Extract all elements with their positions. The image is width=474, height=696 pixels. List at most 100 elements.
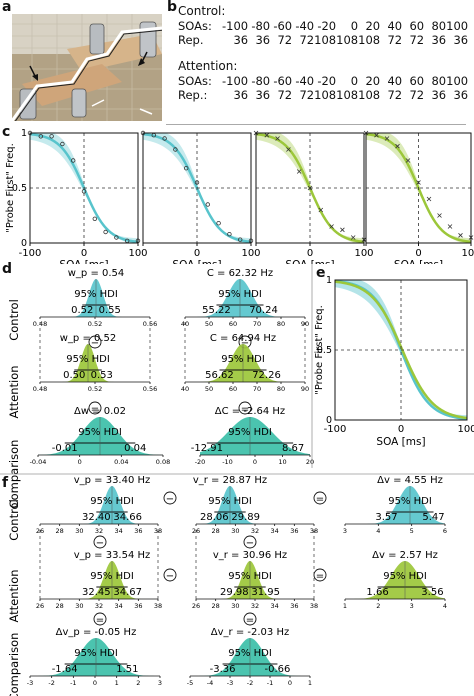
panel-label-b: b — [167, 0, 178, 15]
y-tick-label: 0 — [21, 238, 27, 249]
x-tick-label: 32 — [95, 527, 103, 535]
row-label: Attention — [7, 569, 21, 622]
posterior-title: Δw = 0.02 — [74, 406, 126, 417]
x-tick-label: 3 — [343, 527, 347, 535]
rep-label: Rep. — [178, 33, 204, 47]
posterior-title: C = 64.94 Hz — [210, 333, 276, 344]
x-tick-label: 0 — [307, 248, 313, 259]
x-tick-label: 30 — [231, 527, 239, 535]
x-tick-label: 26 — [192, 602, 200, 610]
hdi-label: 95% HDI — [228, 571, 272, 582]
posterior-density — [196, 486, 314, 524]
posterior-density — [40, 561, 158, 599]
attention-soa-row: SOAs: -100 -80 -60 -40 -20 0 20 40 60 80 100 — [178, 74, 468, 88]
x-tick-label: 32 — [251, 527, 259, 535]
equals-op-circle — [88, 401, 102, 415]
rep-value: 36 — [431, 33, 447, 47]
x-tick-label: 60 — [229, 320, 237, 328]
x-tick-label: 0 — [93, 679, 97, 687]
control-soa-row: SOAs: -100 -80 -60 -40 -20 0 20 40 60 80 100 — [178, 19, 468, 33]
data-point — [38, 134, 43, 139]
data-point — [286, 147, 291, 152]
equals-op-circle — [93, 612, 107, 626]
soa-value: -100 — [222, 19, 249, 33]
x-tick-label: 80 — [277, 320, 285, 328]
x-tick-label: 4 — [376, 527, 380, 535]
x-mark — [447, 224, 453, 229]
hdi-upper: 70.24 — [249, 305, 278, 316]
equals-op-circle — [313, 491, 327, 505]
row-label: Control — [7, 299, 21, 341]
data-point — [416, 180, 421, 185]
x-tick-label: 70 — [253, 320, 261, 328]
x-tick-label: 32 — [95, 602, 103, 610]
hdi-label: 95% HDI — [78, 427, 122, 438]
hdi-label: 95% HDI — [90, 571, 134, 582]
x-tick-label: 0 — [415, 248, 421, 259]
data-point — [114, 235, 119, 240]
x-mark — [395, 143, 400, 149]
hdi-label: 95% HDI — [208, 496, 252, 507]
x-tick-label: 0.52 — [88, 320, 102, 328]
x-tick-label: 38 — [154, 602, 162, 610]
soa-value: -20 — [317, 74, 337, 88]
x-mark — [416, 180, 421, 185]
minus-op-circle — [163, 491, 177, 505]
posterior-title: Δv_r = -2.03 Hz — [211, 627, 289, 638]
divider — [166, 124, 466, 125]
soas-label: SOAs: — [178, 19, 212, 33]
soa-value: -20 — [317, 19, 337, 33]
hdi-lower: 32.40 — [82, 512, 111, 523]
equals-op: = — [91, 404, 99, 415]
y-tick-label: 0.5 — [12, 183, 27, 194]
rep-value: 72 — [277, 88, 293, 102]
x-tick-label: 34 — [271, 527, 279, 535]
x-tick-label: 36 — [134, 602, 142, 610]
data-point — [329, 224, 334, 229]
x-mark — [426, 196, 432, 202]
x-tick-label: -20 — [195, 458, 206, 466]
panel-label-e: e — [316, 265, 326, 281]
data-point — [81, 189, 87, 194]
rep-value: 72 — [387, 88, 403, 102]
soas-label: SOAs: — [178, 74, 212, 88]
data-point — [103, 229, 108, 235]
x-axis-label: SOA [ms] — [285, 259, 334, 264]
hdi-upper: 0.53 — [91, 370, 113, 381]
data-point — [405, 158, 411, 163]
equals-op-circle — [243, 612, 257, 626]
soa-value: -80 — [251, 74, 271, 88]
soa-value: 80 — [431, 19, 447, 33]
x-tick-label: 40 — [181, 385, 189, 393]
x-tick-label: 0 — [398, 424, 404, 435]
rep-value: 108 — [314, 88, 337, 102]
minus-op-circle — [88, 335, 102, 349]
x-tick-label: 34 — [271, 602, 279, 610]
soa-value: -80 — [251, 19, 271, 33]
equals-op: = — [241, 404, 249, 415]
soa-value: 40 — [387, 19, 403, 33]
rep-label: Rep.: — [178, 88, 208, 102]
soa-value: 60 — [409, 19, 425, 33]
soa-value: 100 — [446, 74, 469, 88]
x-tick-label: 80 — [277, 385, 285, 393]
rep-value: 72 — [409, 33, 425, 47]
soa-value: 0 — [350, 19, 359, 33]
control-rep-row: Rep. 36 36 72 72 108 108 108 72 72 36 36 — [178, 33, 468, 47]
data-point — [92, 216, 97, 221]
x-mark — [384, 136, 390, 141]
x-tick-label: 100 — [457, 424, 474, 435]
posterior-density — [345, 561, 445, 599]
x-tick-label: 100 — [128, 248, 147, 259]
hdi-label: 95% HDI — [74, 289, 118, 300]
posterior-title: v_r = 28.87 Hz — [193, 475, 267, 486]
panel-label-a: a — [2, 0, 12, 15]
x-tick-label: -2 — [247, 679, 253, 687]
soa-value: -40 — [295, 19, 315, 33]
soa-value: 40 — [387, 74, 403, 88]
x-mark — [350, 235, 356, 240]
posterior-title: w_p = 0.54 — [68, 268, 125, 279]
x-tick-label: 90 — [301, 385, 309, 393]
minus-op-circle — [243, 535, 257, 549]
y-axis-label: "Probe First" Freq. — [314, 305, 325, 395]
